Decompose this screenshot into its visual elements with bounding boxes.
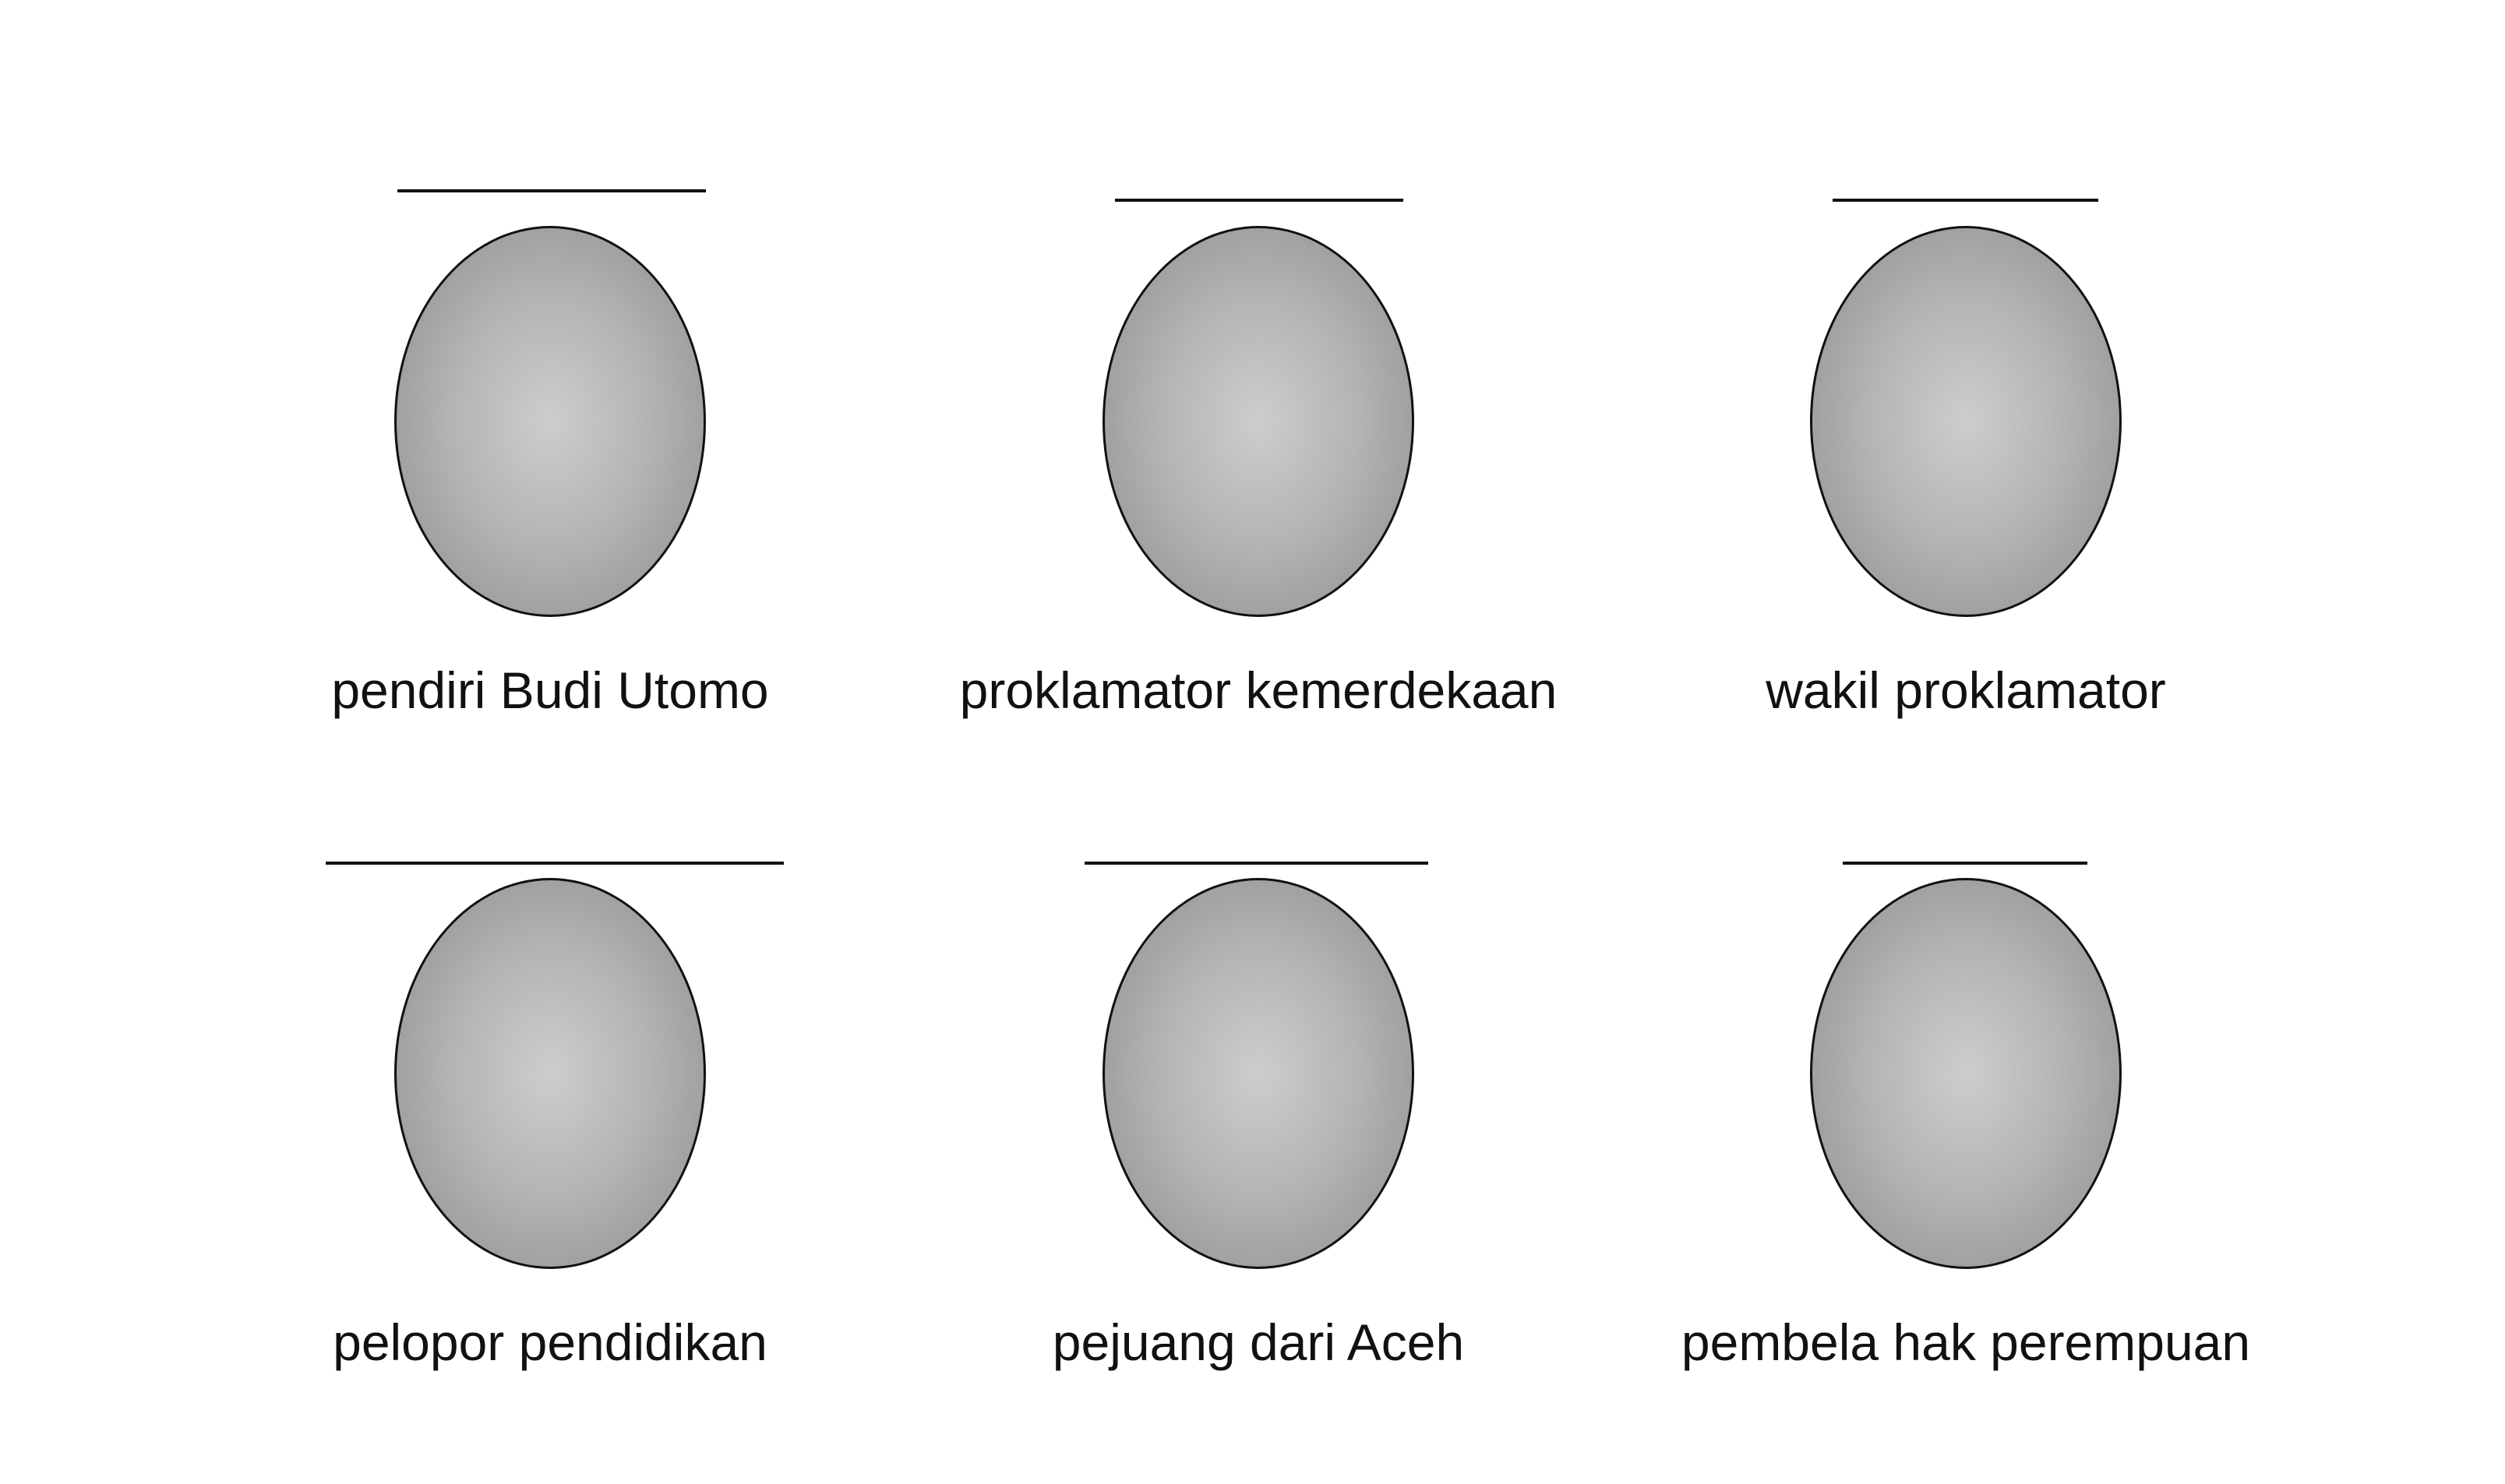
hero-description-label: pelopor pendidikan xyxy=(333,1313,767,1371)
hero-description-label: wakil proklamator xyxy=(1766,661,2166,719)
hero-portrait-placeholder xyxy=(394,226,706,617)
answer-line[interactable] xyxy=(1833,199,2098,202)
hero-portrait-placeholder xyxy=(394,878,706,1269)
hero-card-1: pendiri Budi Utomo xyxy=(199,132,901,724)
hero-description-label: pembela hak perempuan xyxy=(1681,1313,2251,1371)
answer-line[interactable] xyxy=(1085,862,1428,865)
hero-card-6: pembela hak perempuan xyxy=(1615,784,2316,1376)
hero-portrait-placeholder xyxy=(1810,226,2122,617)
hero-portrait-placeholder xyxy=(1810,878,2122,1269)
hero-description-label: proklamator kemerdekaan xyxy=(959,661,1558,719)
hero-portrait-placeholder xyxy=(1103,226,1414,617)
hero-description-label: pejuang dari Aceh xyxy=(1052,1313,1465,1371)
answer-line[interactable] xyxy=(326,862,784,865)
hero-card-5: pejuang dari Aceh xyxy=(908,784,1609,1376)
answer-line[interactable] xyxy=(397,189,706,192)
answer-line[interactable] xyxy=(1843,862,2087,865)
hero-card-3: wakil proklamator xyxy=(1615,132,2316,724)
hero-card-4: pelopor pendidikan xyxy=(199,784,901,1376)
hero-portrait-placeholder xyxy=(1103,878,1414,1269)
answer-line[interactable] xyxy=(1115,199,1403,202)
hero-card-2: proklamator kemerdekaan xyxy=(908,132,1609,724)
hero-description-label: pendiri Budi Utomo xyxy=(331,661,769,719)
